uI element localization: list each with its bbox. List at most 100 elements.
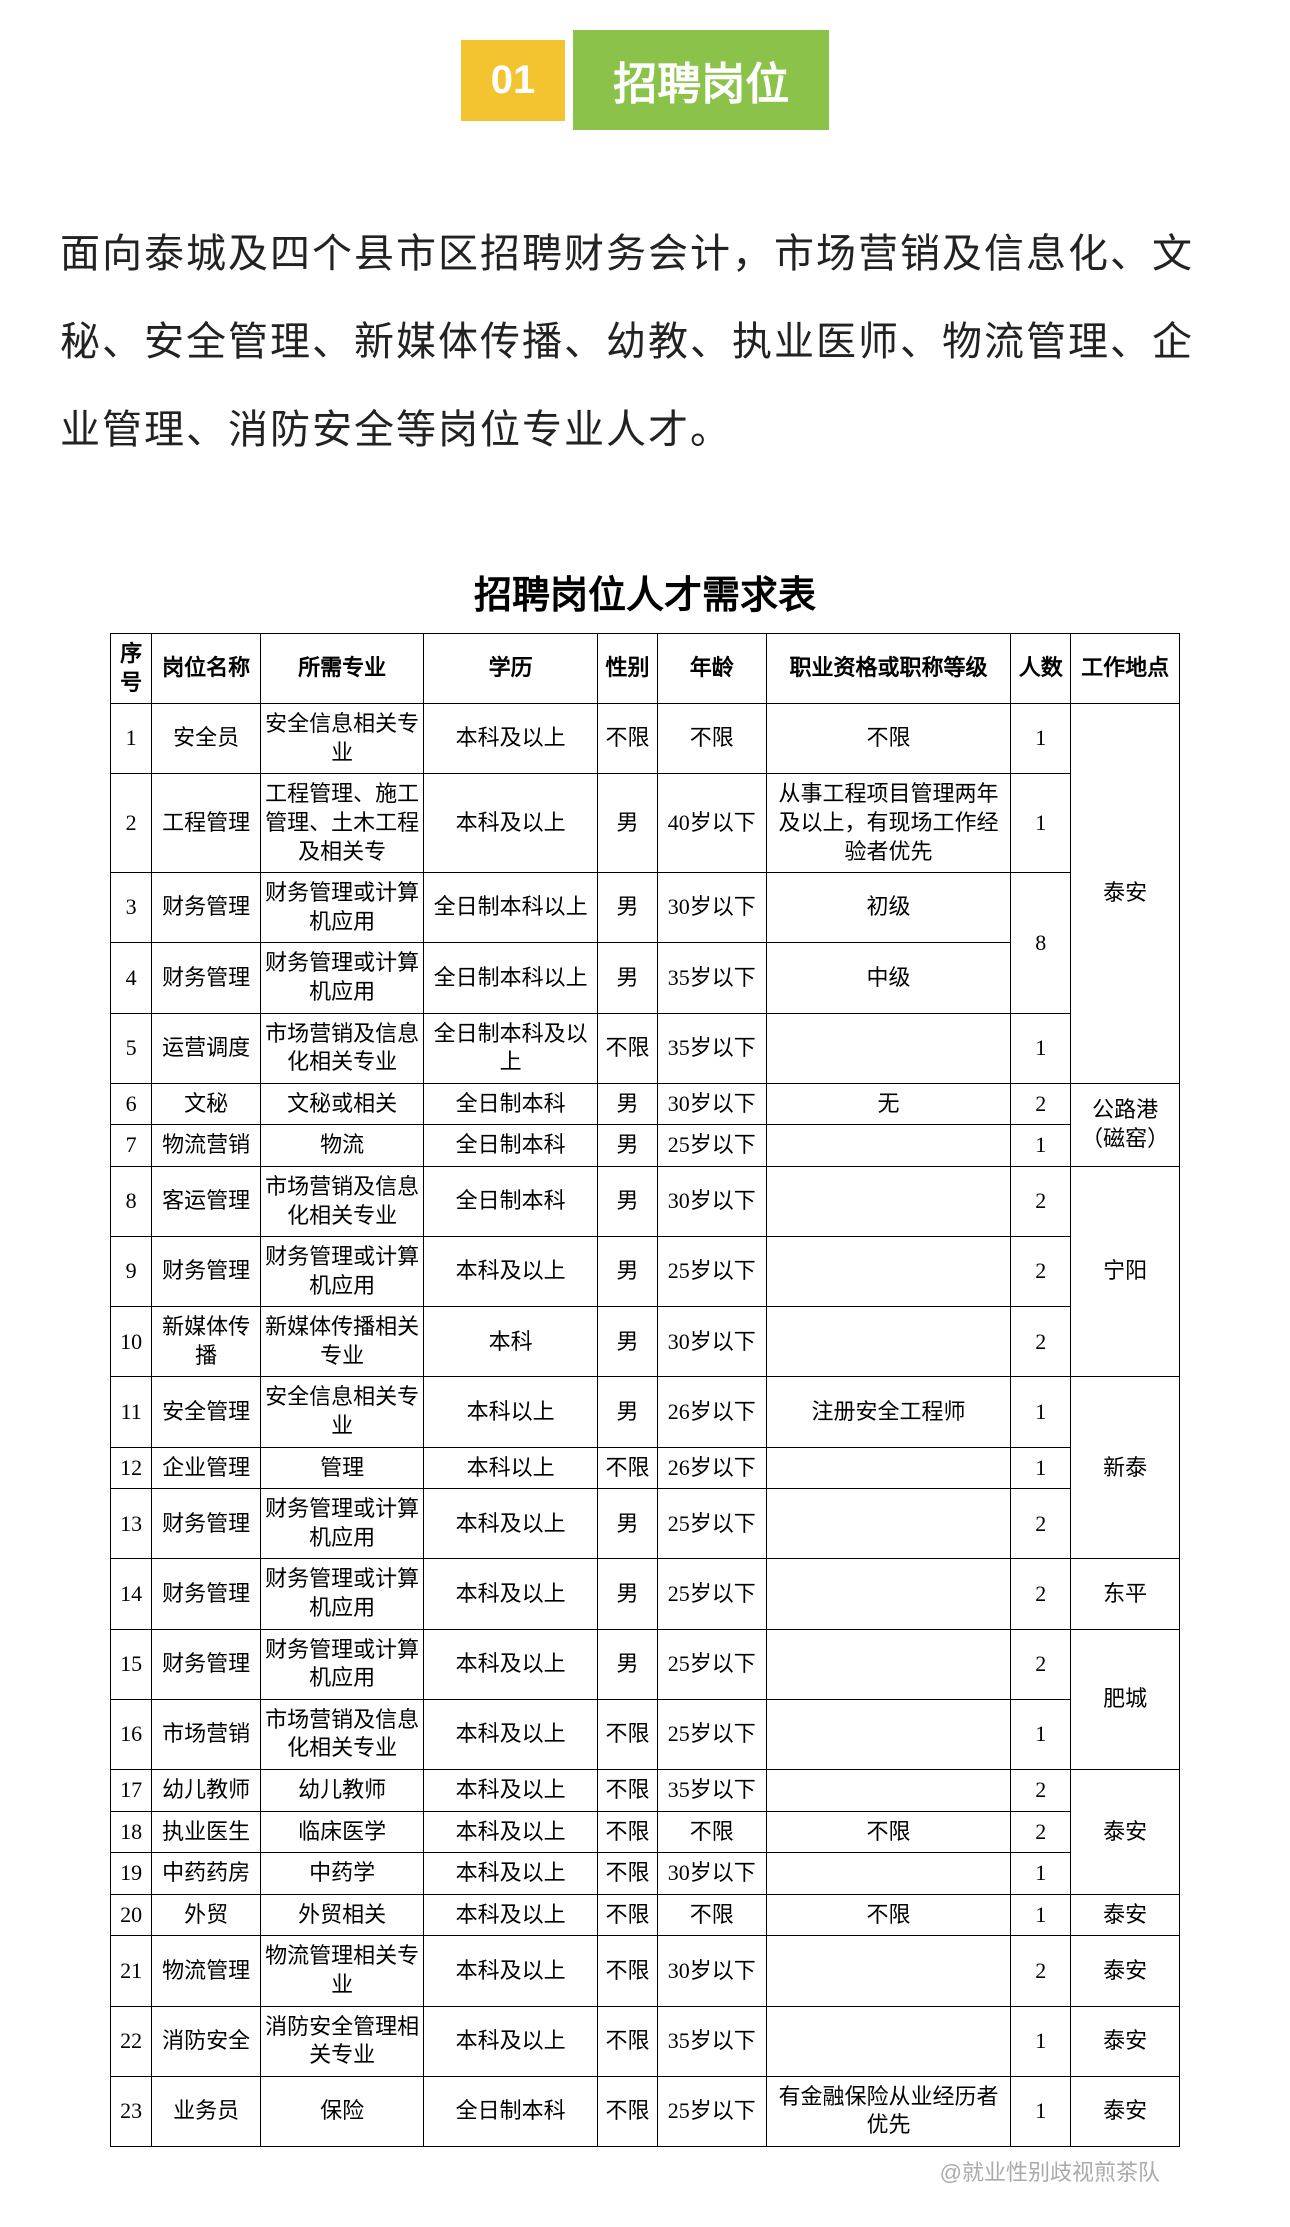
table-cell: 不限 [657, 1894, 766, 1936]
col-header: 岗位名称 [152, 634, 261, 704]
table-cell: 本科以上 [424, 1447, 598, 1489]
table-cell: 本科及以上 [424, 1853, 598, 1895]
intro-paragraph: 面向泰城及四个县市区招聘财务会计，市场营销及信息化、文秘、安全管理、新媒体传播、… [60, 210, 1230, 474]
table-cell: 本科及以上 [424, 1894, 598, 1936]
table-cell: 全日制本科以上 [424, 873, 598, 943]
table-cell: 25岁以下 [657, 1237, 766, 1307]
table-cell: 35岁以下 [657, 943, 766, 1013]
table-cell: 30岁以下 [657, 1307, 766, 1377]
table-cell: 本科及以上 [424, 1811, 598, 1853]
table-cell: 25岁以下 [657, 2076, 766, 2146]
table-cell-location: 公路港（磁窑） [1071, 1083, 1180, 1166]
table-row: 13财务管理财务管理或计算机应用本科及以上男25岁以下2 [111, 1489, 1180, 1559]
table-cell: 物流 [261, 1125, 424, 1167]
table-row: 16市场营销市场营销及信息化相关专业本科及以上不限25岁以下1 [111, 1699, 1180, 1769]
table-cell: 不限 [598, 1770, 658, 1812]
table-cell: 财务管理或计算机应用 [261, 873, 424, 943]
table-cell-count: 2 [1011, 1629, 1071, 1699]
table-cell: 26岁以下 [657, 1377, 766, 1447]
recruitment-table: 序号岗位名称所需专业学历性别年龄职业资格或职称等级人数工作地点 1安全员安全信息… [110, 633, 1180, 2147]
table-cell-location: 泰安 [1071, 2006, 1180, 2076]
table-cell [766, 2006, 1011, 2076]
table-cell: 不限 [598, 704, 658, 774]
table-cell: 19 [111, 1853, 152, 1895]
col-header: 人数 [1011, 634, 1071, 704]
table-row: 18执业医生临床医学本科及以上不限不限不限2 [111, 1811, 1180, 1853]
table-cell-location: 宁阳 [1071, 1166, 1180, 1377]
table-cell [766, 1125, 1011, 1167]
table-cell: 不限 [657, 704, 766, 774]
table-cell: 18 [111, 1811, 152, 1853]
table-cell: 财务管理或计算机应用 [261, 943, 424, 1013]
table-cell: 从事工程项目管理两年及以上，有现场工作经验者优先 [766, 774, 1011, 873]
table-cell: 中级 [766, 943, 1011, 1013]
table-cell: 安全信息相关专业 [261, 1377, 424, 1447]
table-cell: 不限 [598, 2006, 658, 2076]
table-cell: 全日制本科 [424, 1125, 598, 1167]
table-cell: 30岁以下 [657, 1936, 766, 2006]
table-cell [766, 1699, 1011, 1769]
table-cell: 25岁以下 [657, 1699, 766, 1769]
table-cell: 不限 [598, 1811, 658, 1853]
col-header: 学历 [424, 634, 598, 704]
table-cell: 本科及以上 [424, 1699, 598, 1769]
col-header: 序号 [111, 634, 152, 704]
table-cell: 企业管理 [152, 1447, 261, 1489]
table-cell: 15 [111, 1629, 152, 1699]
table-cell: 全日制本科 [424, 1083, 598, 1125]
table-row: 20外贸外贸相关本科及以上不限不限不限1泰安 [111, 1894, 1180, 1936]
table-cell: 无 [766, 1083, 1011, 1125]
table-row: 5运营调度市场营销及信息化相关专业全日制本科及以上不限35岁以下1 [111, 1013, 1180, 1083]
table-row: 15财务管理财务管理或计算机应用本科及以上男25岁以下2肥城 [111, 1629, 1180, 1699]
table-cell: 临床医学 [261, 1811, 424, 1853]
col-header: 职业资格或职称等级 [766, 634, 1011, 704]
table-cell-count: 1 [1011, 1125, 1071, 1167]
table-cell-count: 1 [1011, 1853, 1071, 1895]
table-cell: 35岁以下 [657, 2006, 766, 2076]
table-cell-location: 泰安 [1071, 1770, 1180, 1895]
table-cell: 11 [111, 1377, 152, 1447]
table-cell [766, 1559, 1011, 1629]
table-cell-location: 泰安 [1071, 1894, 1180, 1936]
table-cell: 男 [598, 1083, 658, 1125]
table-header: 序号岗位名称所需专业学历性别年龄职业资格或职称等级人数工作地点 [111, 634, 1180, 704]
table-cell: 16 [111, 1699, 152, 1769]
table-cell: 工程管理、施工管理、土木工程及相关专 [261, 774, 424, 873]
table-cell: 财务管理 [152, 1489, 261, 1559]
table-cell: 25岁以下 [657, 1489, 766, 1559]
table-cell: 初级 [766, 873, 1011, 943]
table-cell: 中药药房 [152, 1853, 261, 1895]
table-cell-location: 泰安 [1071, 1936, 1180, 2006]
table-cell: 本科及以上 [424, 1770, 598, 1812]
table-cell: 本科以上 [424, 1377, 598, 1447]
table-cell: 本科及以上 [424, 1936, 598, 2006]
table-row: 9财务管理财务管理或计算机应用本科及以上男25岁以下2 [111, 1237, 1180, 1307]
table-cell: 不限 [766, 1811, 1011, 1853]
watermark-text: @就业性别歧视煎茶队 [40, 2155, 1250, 2187]
table-cell: 17 [111, 1770, 152, 1812]
table-cell-count: 2 [1011, 1770, 1071, 1812]
table-cell: 12 [111, 1447, 152, 1489]
table-cell: 30岁以下 [657, 873, 766, 943]
table-cell: 财务管理 [152, 1559, 261, 1629]
table-cell: 21 [111, 1936, 152, 2006]
table-cell-location: 泰安 [1071, 704, 1180, 1084]
table-cell: 不限 [598, 2076, 658, 2146]
table-cell: 市场营销及信息化相关专业 [261, 1699, 424, 1769]
table-cell: 5 [111, 1013, 152, 1083]
table-row: 10新媒体传播新媒体传播相关专业本科男30岁以下2 [111, 1307, 1180, 1377]
table-row: 12企业管理管理本科以上不限26岁以下1 [111, 1447, 1180, 1489]
table-cell [766, 1447, 1011, 1489]
table-cell: 中药学 [261, 1853, 424, 1895]
table-cell: 财务管理或计算机应用 [261, 1237, 424, 1307]
table-cell: 外贸 [152, 1894, 261, 1936]
banner-title: 招聘岗位 [573, 30, 829, 130]
table-cell [766, 1013, 1011, 1083]
table-cell-count: 2 [1011, 1489, 1071, 1559]
table-cell: 30岁以下 [657, 1853, 766, 1895]
table-cell-count: 1 [1011, 1699, 1071, 1769]
col-header: 年龄 [657, 634, 766, 704]
table-cell-count: 1 [1011, 1894, 1071, 1936]
table-cell: 物流营销 [152, 1125, 261, 1167]
table-cell: 全日制本科及以上 [424, 1013, 598, 1083]
